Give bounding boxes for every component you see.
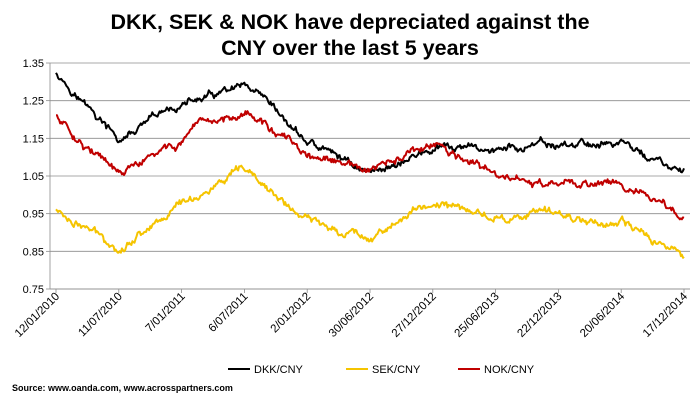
axes [49, 63, 690, 293]
x-tick-label: 22/12/2013 [515, 291, 564, 340]
y-tick-labels: 0.75 0.85 0.95 1.05 1.15 1.25 1.35 [23, 58, 44, 296]
source-note: Source: www.oanda.com, www.acrosspartner… [12, 383, 233, 393]
series-line-dkk-cny [55, 72, 685, 174]
x-tick-label: 30/06/2012 [327, 291, 376, 340]
x-tick-label: 12/01/2010 [13, 291, 62, 340]
x-tick-label: 27/12/2012 [390, 291, 439, 340]
legend: DKK/CNY SEK/CNY NOK/CNY [228, 364, 535, 376]
x-tick-label: 2/01/2012 [269, 291, 314, 336]
y-tick-label: 0.95 [23, 209, 44, 221]
x-tick-label: 6/07/2011 [206, 291, 250, 335]
y-tick-label: 1.05 [23, 171, 44, 183]
legend-label: DKK/CNY [254, 364, 304, 376]
series-line-sek-cny [55, 164, 685, 259]
y-tick-label: 1.15 [23, 133, 44, 145]
x-tick-labels: 12/01/2010 11/07/2010 7/01/2011 6/07/2011 2/… [13, 290, 691, 340]
y-tick-label: 1.25 [23, 96, 44, 108]
legend-label: NOK/CNY [484, 364, 535, 376]
x-tick-label: 17/12/2014 [641, 290, 691, 340]
x-tick-label: 7/01/2011 [144, 291, 188, 335]
series-lines [55, 72, 685, 259]
x-tick-label: 11/07/2010 [76, 291, 125, 340]
x-tick-label: 20/06/2014 [578, 290, 628, 340]
legend-label: SEK/CNY [372, 364, 421, 376]
chart-title-line-1: DKK, SEK & NOK have depreciated against … [110, 10, 589, 34]
y-tick-label: 0.75 [23, 284, 44, 296]
y-tick-label: 0.85 [23, 246, 44, 258]
gridlines [46, 62, 690, 290]
x-tick-label: 25/06/2013 [453, 291, 502, 340]
series-line-nok-cny [56, 110, 685, 221]
y-tick-label: 1.35 [23, 58, 44, 70]
chart-title-line-2: CNY over the last 5 years [221, 36, 479, 60]
